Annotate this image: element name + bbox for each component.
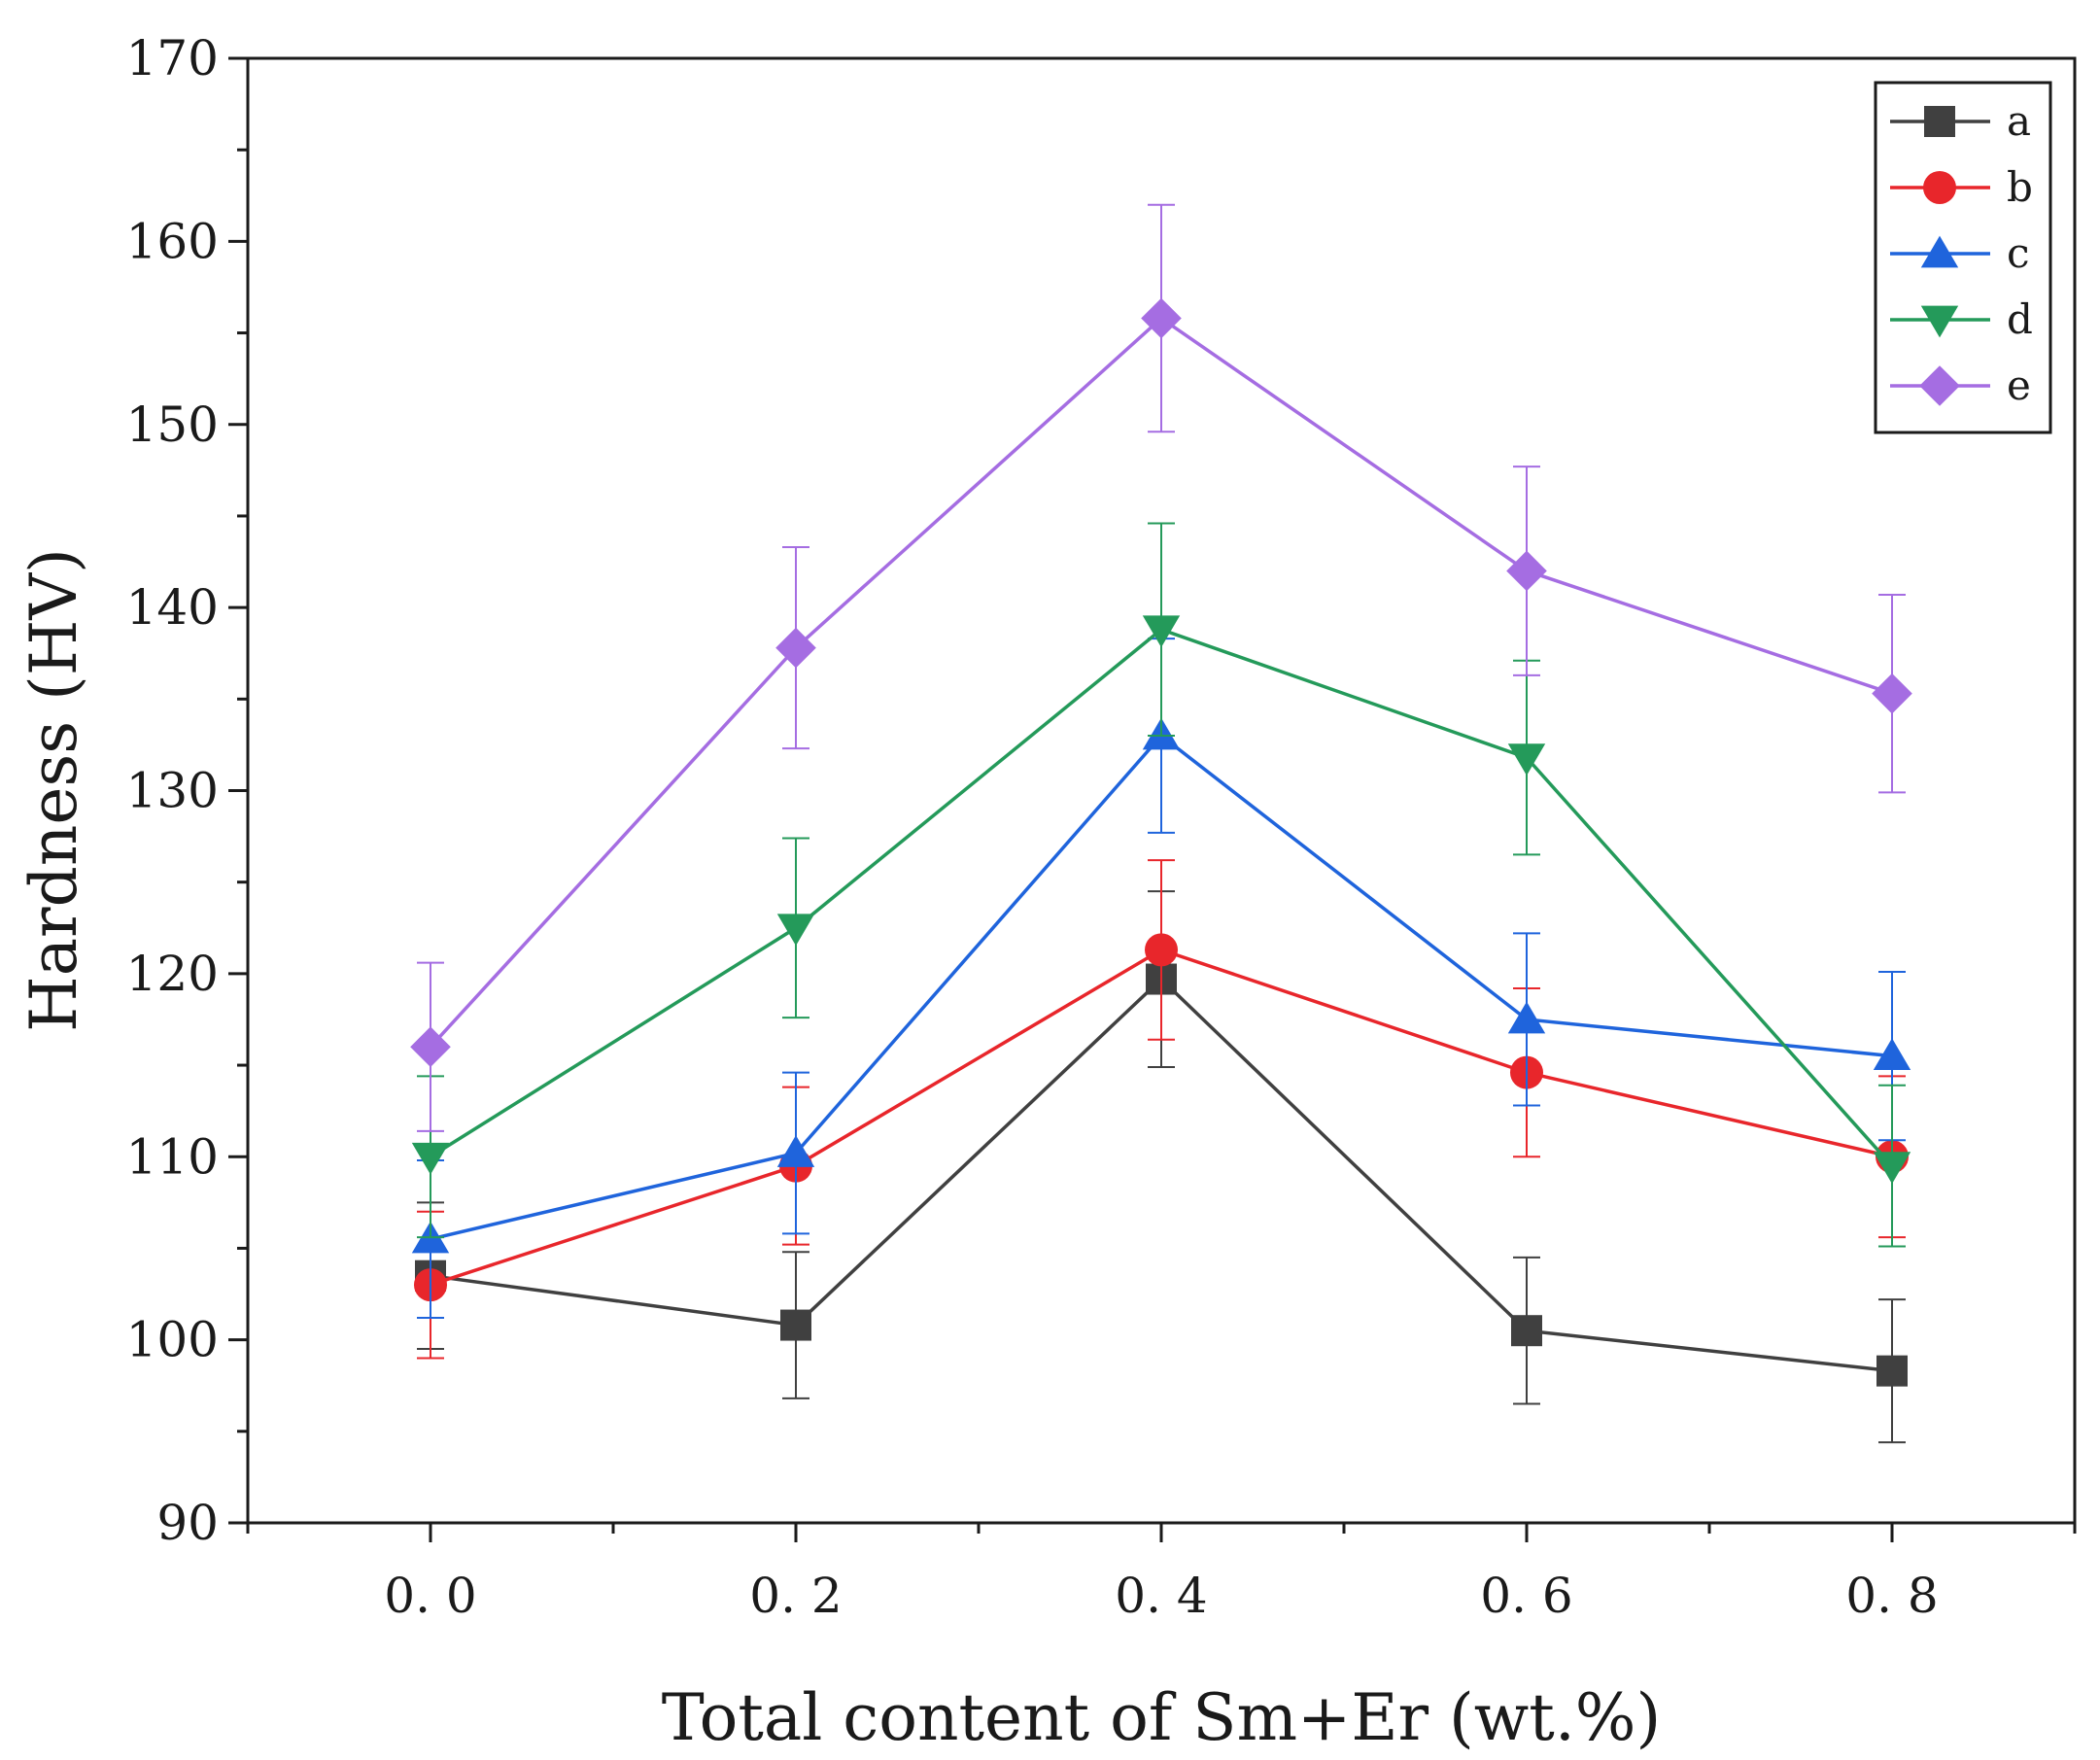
y-tick-label: 150 <box>126 397 219 453</box>
legend-label-b: b <box>2007 163 2033 211</box>
x-axis-ticks: 0. 0 0. 2 0. 4 0. 6 0. 8 <box>246 1523 2077 1624</box>
legend-marker-b <box>1923 171 1956 204</box>
data-point-d <box>1142 615 1181 648</box>
data-point-d <box>411 1142 450 1175</box>
data-point-a <box>1511 1315 1542 1347</box>
legend-marker-e <box>1919 365 1960 406</box>
y-axis-title: Hardness (HV) <box>17 548 91 1032</box>
data-point-e <box>775 627 816 669</box>
legend-label-e: e <box>2007 362 2031 409</box>
legend-marker-c <box>1920 235 1959 268</box>
y-axis-ticks: 90 100 110 120 130 140 150 160 170 <box>126 30 248 1551</box>
legend-marker-d <box>1920 305 1959 338</box>
x-axis-title: Total content of Sm+Er (wt.%) <box>662 1680 1662 1755</box>
x-tick-label: 0. 4 <box>1115 1568 1207 1624</box>
data-point-c <box>1873 1038 1911 1071</box>
legend-marker-a <box>1924 106 1955 137</box>
y-tick-label: 160 <box>126 213 219 269</box>
legend-box <box>1874 81 2052 434</box>
data-point-d <box>1873 1152 1911 1185</box>
data-point-a <box>780 1309 811 1341</box>
data-point-b <box>1145 933 1178 967</box>
data-point-d <box>776 914 815 947</box>
y-tick-label: 140 <box>126 579 219 636</box>
y-tick-label: 100 <box>126 1312 219 1368</box>
data-point-c <box>776 1135 815 1167</box>
data-point-a <box>1876 1355 1908 1387</box>
series-e <box>410 203 1912 1132</box>
data-point-e <box>1141 297 1182 339</box>
data-point-e <box>410 1026 451 1068</box>
legend-label-a: a <box>2007 97 2031 145</box>
y-tick-label: 110 <box>126 1128 219 1185</box>
x-tick-label: 0. 2 <box>749 1568 842 1624</box>
y-tick-label: 90 <box>156 1495 219 1551</box>
data-point-e <box>1506 550 1547 592</box>
legend-label-c: c <box>2007 229 2030 277</box>
x-tick-label: 0. 0 <box>384 1568 476 1624</box>
x-tick-label: 0. 8 <box>1845 1568 1938 1624</box>
y-tick-label: 170 <box>126 30 219 86</box>
y-tick-label: 130 <box>126 763 219 819</box>
series-d <box>411 522 1911 1248</box>
data-point-e <box>1872 673 1912 714</box>
y-tick-label: 120 <box>126 946 219 1002</box>
data-point-d <box>1507 743 1546 776</box>
legend-label-d: d <box>2007 295 2033 343</box>
x-tick-label: 0. 6 <box>1480 1568 1572 1624</box>
series-layer <box>410 203 1912 1444</box>
data-point-c <box>1507 1001 1546 1034</box>
